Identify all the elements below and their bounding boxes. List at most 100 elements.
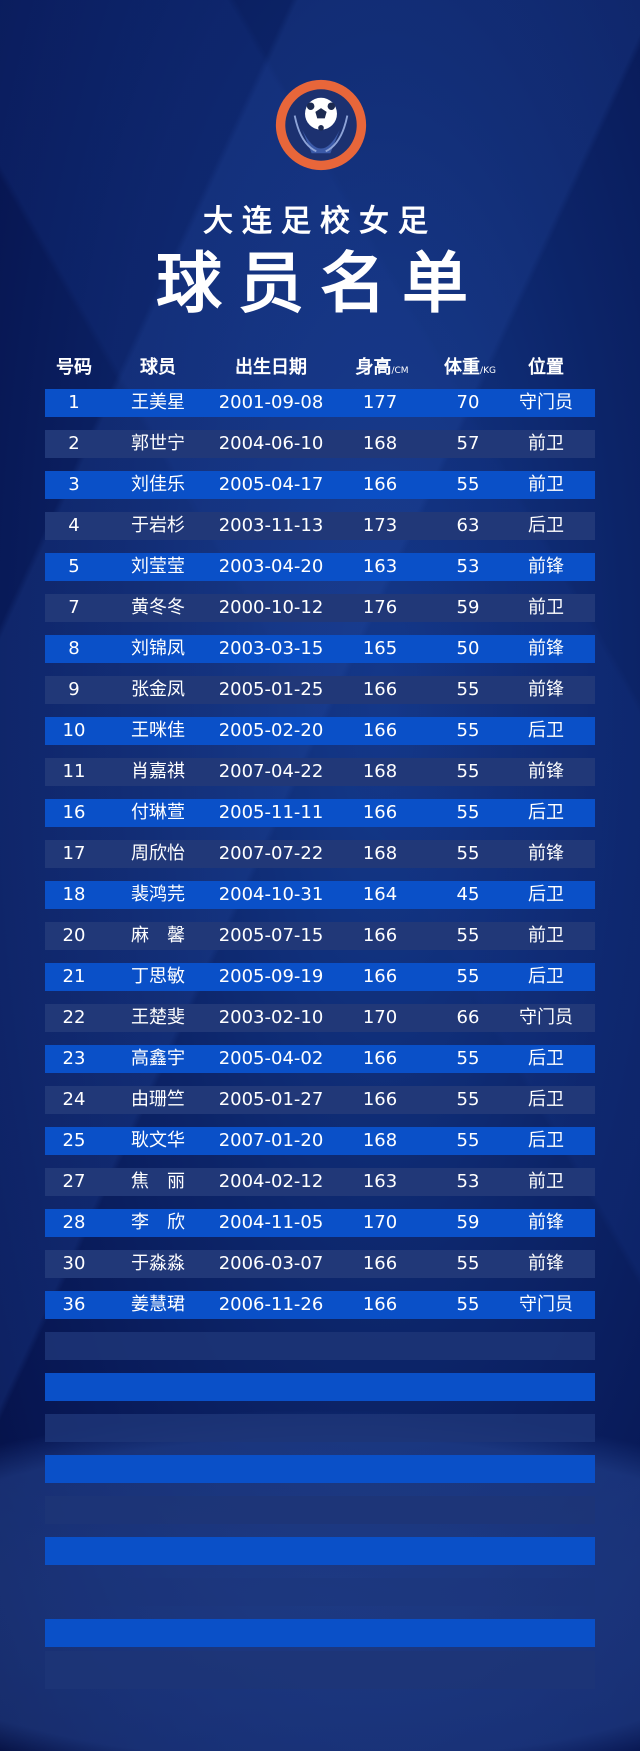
table-row: 25 耿文华 2007-01-20 168 55 后卫 [45, 1127, 595, 1155]
cell-name: 于淼淼 [131, 1253, 185, 1274]
cell-name: 裴鸿芫 [131, 884, 185, 905]
cell-name: 姜慧珺 [131, 1294, 185, 1315]
header-weight-unit: /KG [480, 366, 496, 376]
cell-no: 18 [62, 884, 86, 905]
cell-name: 麻 馨 [131, 925, 185, 946]
cell-birth: 2004-02-12 [218, 1171, 324, 1192]
cell-name: 肖嘉祺 [131, 761, 185, 782]
table-row: 17 周欣怡 2007-07-22 168 55 前锋 [45, 840, 595, 868]
cell-weight: 55 [456, 966, 480, 987]
cell-height: 166 [362, 1294, 398, 1315]
cell-no: 36 [62, 1294, 86, 1315]
cell-height: 166 [362, 474, 398, 495]
cell-height: 168 [362, 433, 398, 454]
cell-pos: 前锋 [528, 761, 564, 782]
cell-no: 1 [68, 392, 80, 413]
cell-pos: 前锋 [528, 1212, 564, 1233]
header-number: 号码 [56, 357, 92, 378]
cell-weight: 55 [456, 720, 480, 741]
cell-name: 王咪佳 [131, 720, 185, 741]
cell-birth: 2005-04-02 [218, 1048, 324, 1069]
cell-pos: 后卫 [528, 884, 564, 905]
cell-height: 170 [362, 1007, 398, 1028]
empty-table-row [45, 1414, 595, 1442]
cell-pos: 前卫 [528, 925, 564, 946]
header-height-label: 身高 [355, 357, 392, 378]
cell-name: 王美星 [131, 392, 185, 413]
cell-pos: 后卫 [528, 966, 564, 987]
cell-birth: 2001-09-08 [218, 392, 324, 413]
cell-pos: 前卫 [528, 1171, 564, 1192]
cell-name: 张金凤 [131, 679, 185, 700]
cell-weight: 59 [456, 1212, 480, 1233]
cell-pos: 前锋 [528, 843, 564, 864]
cell-no: 25 [62, 1130, 86, 1151]
page-title: 大连足校女足 [203, 204, 437, 239]
header-position: 位置 [528, 357, 564, 378]
cell-height: 168 [362, 1130, 398, 1151]
cell-pos: 前卫 [528, 433, 564, 454]
cell-pos: 守门员 [519, 1007, 573, 1028]
cell-birth: 2005-09-19 [218, 966, 324, 987]
cell-weight: 55 [456, 1048, 480, 1069]
cell-no: 2 [68, 433, 80, 454]
header-height-unit: /CM [391, 366, 409, 376]
cell-no: 4 [68, 515, 80, 536]
cell-weight: 53 [456, 556, 480, 577]
cell-no: 8 [68, 638, 80, 659]
cell-birth: 2005-01-27 [218, 1089, 324, 1110]
cell-birth: 2004-11-05 [218, 1212, 324, 1233]
cell-name: 刘莹莹 [131, 556, 185, 577]
cell-birth: 2005-04-17 [218, 474, 324, 495]
cell-no: 23 [62, 1048, 86, 1069]
cell-no: 17 [62, 843, 86, 864]
cell-name: 耿文华 [131, 1130, 185, 1151]
cell-height: 166 [362, 720, 398, 741]
cell-name: 付琳萱 [131, 802, 185, 823]
cell-weight: 55 [456, 1253, 480, 1274]
cell-weight: 63 [456, 515, 480, 536]
table-row: 18 裴鸿芫 2004-10-31 164 45 后卫 [45, 881, 595, 909]
cell-no: 27 [62, 1171, 86, 1192]
cell-name: 王楚斐 [131, 1007, 185, 1028]
empty-table-row [45, 1578, 595, 1606]
cell-pos: 后卫 [528, 802, 564, 823]
header-birth: 出生日期 [235, 357, 307, 378]
table-row: 23 高鑫宇 2005-04-02 166 55 后卫 [45, 1045, 595, 1073]
cell-birth: 2004-06-10 [218, 433, 324, 454]
cell-weight: 55 [456, 802, 480, 823]
cell-birth: 2007-07-22 [218, 843, 324, 864]
empty-table-row [45, 1496, 595, 1524]
cell-weight: 55 [456, 1130, 480, 1151]
cell-height: 166 [362, 802, 398, 823]
cell-birth: 2004-10-31 [218, 884, 324, 905]
cell-height: 168 [362, 843, 398, 864]
cell-birth: 2003-04-20 [218, 556, 324, 577]
table-row: 2 郭世宁 2004-06-10 168 57 前卫 [45, 430, 595, 458]
cell-birth: 2003-02-10 [218, 1007, 324, 1028]
cell-birth: 2000-10-12 [218, 597, 324, 618]
cell-weight: 59 [456, 597, 480, 618]
cell-birth: 2005-07-15 [218, 925, 324, 946]
empty-table-row [45, 1537, 595, 1565]
cell-birth: 2006-11-26 [218, 1294, 324, 1315]
empty-table-row [45, 1455, 595, 1483]
cell-no: 10 [62, 720, 86, 741]
cell-no: 5 [68, 556, 80, 577]
empty-table-row [45, 1651, 595, 1689]
table-row: 21 丁思敏 2005-09-19 166 55 后卫 [45, 963, 595, 991]
cell-weight: 55 [456, 474, 480, 495]
cell-weight: 55 [456, 761, 480, 782]
cell-height: 176 [362, 597, 398, 618]
cell-pos: 后卫 [528, 1089, 564, 1110]
cell-pos: 守门员 [519, 1294, 573, 1315]
table-row: 3 刘佳乐 2005-04-17 166 55 前卫 [45, 471, 595, 499]
table-row: 8 刘锦凤 2003-03-15 165 50 前锋 [45, 635, 595, 663]
table-row: 22 王楚斐 2003-02-10 170 66 守门员 [45, 1004, 595, 1032]
table-row: 10 王咪佳 2005-02-20 166 55 后卫 [45, 717, 595, 745]
cell-name: 于岩杉 [131, 515, 185, 536]
header-weight: 体重/KG [444, 353, 496, 379]
cell-height: 166 [362, 1048, 398, 1069]
cell-height: 163 [362, 1171, 398, 1192]
cell-height: 165 [362, 638, 398, 659]
